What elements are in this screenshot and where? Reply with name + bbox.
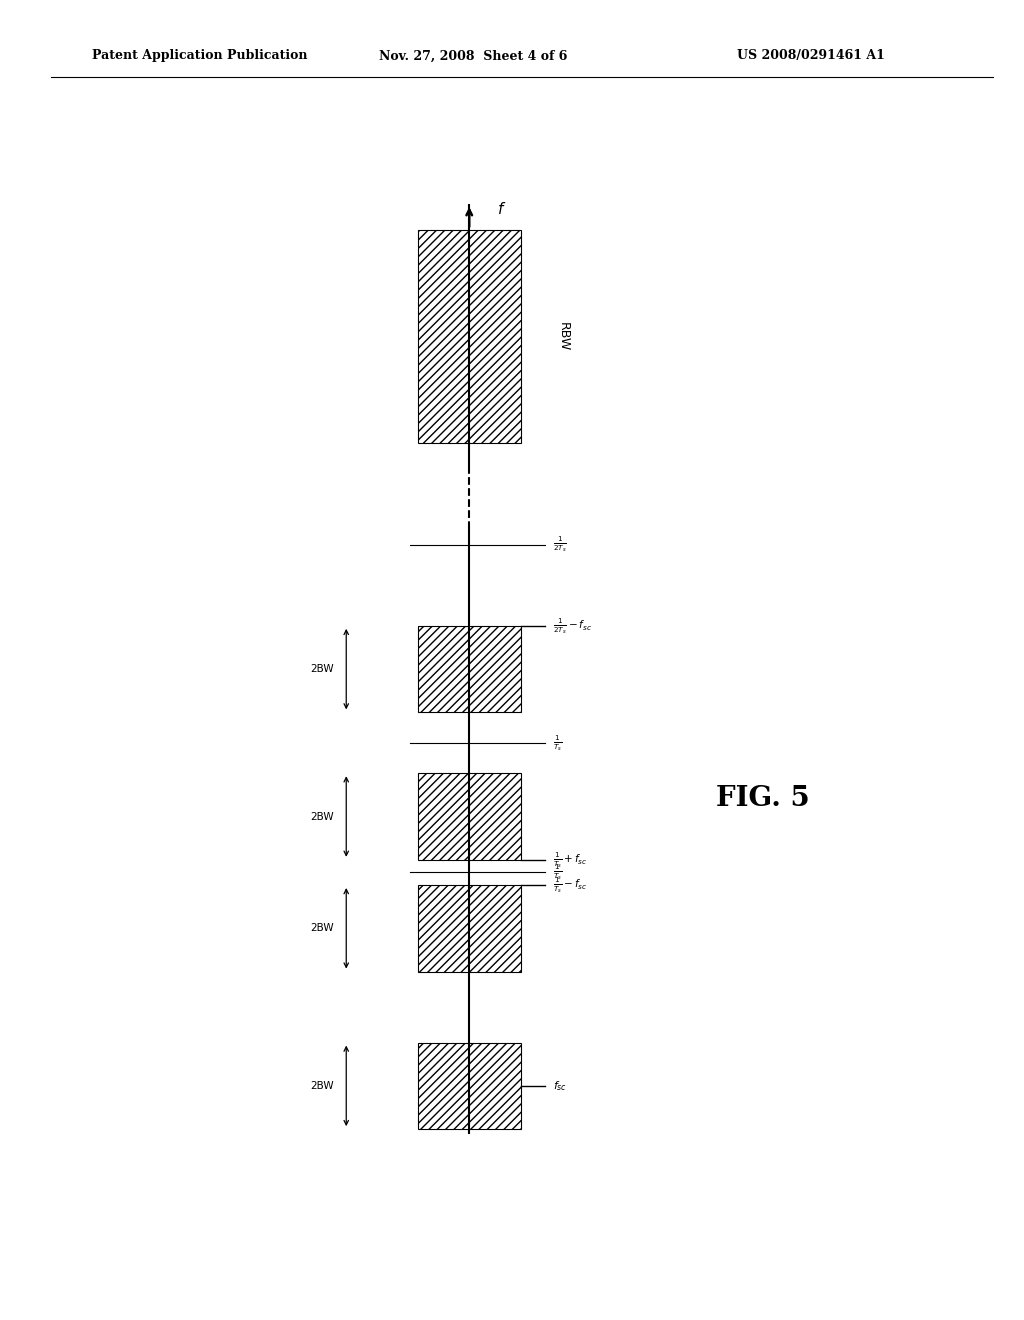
Text: US 2008/0291461 A1: US 2008/0291461 A1 [737, 49, 885, 62]
Text: 2BW: 2BW [310, 812, 334, 821]
Text: $f_{sc}$: $f_{sc}$ [553, 1078, 566, 1093]
Text: $\frac{1}{2T_s}$: $\frac{1}{2T_s}$ [553, 535, 566, 554]
Text: $\frac{1}{T_s}$: $\frac{1}{T_s}$ [553, 733, 562, 752]
Bar [418, 1043, 521, 1129]
Bar [418, 774, 521, 859]
Bar [418, 230, 521, 444]
Text: 2BW: 2BW [310, 923, 334, 933]
Bar [418, 626, 521, 713]
Text: $\frac{1}{T_s} - f_{sc}$: $\frac{1}{T_s} - f_{sc}$ [553, 875, 587, 895]
Text: 2BW: 2BW [310, 664, 334, 675]
Text: $\frac{1}{T_s}$: $\frac{1}{T_s}$ [553, 862, 562, 882]
Bar [418, 886, 521, 972]
Text: $f$: $f$ [497, 201, 506, 218]
Text: FIG. 5: FIG. 5 [716, 785, 810, 812]
Text: $\frac{1}{T_s} + f_{sc}$: $\frac{1}{T_s} + f_{sc}$ [553, 850, 587, 870]
Text: 2BW: 2BW [310, 1081, 334, 1090]
Text: Nov. 27, 2008  Sheet 4 of 6: Nov. 27, 2008 Sheet 4 of 6 [379, 49, 567, 62]
Text: $\frac{1}{2T_s} - f_{sc}$: $\frac{1}{2T_s} - f_{sc}$ [553, 616, 592, 636]
Text: RBW: RBW [557, 322, 569, 351]
Text: Patent Application Publication: Patent Application Publication [92, 49, 307, 62]
